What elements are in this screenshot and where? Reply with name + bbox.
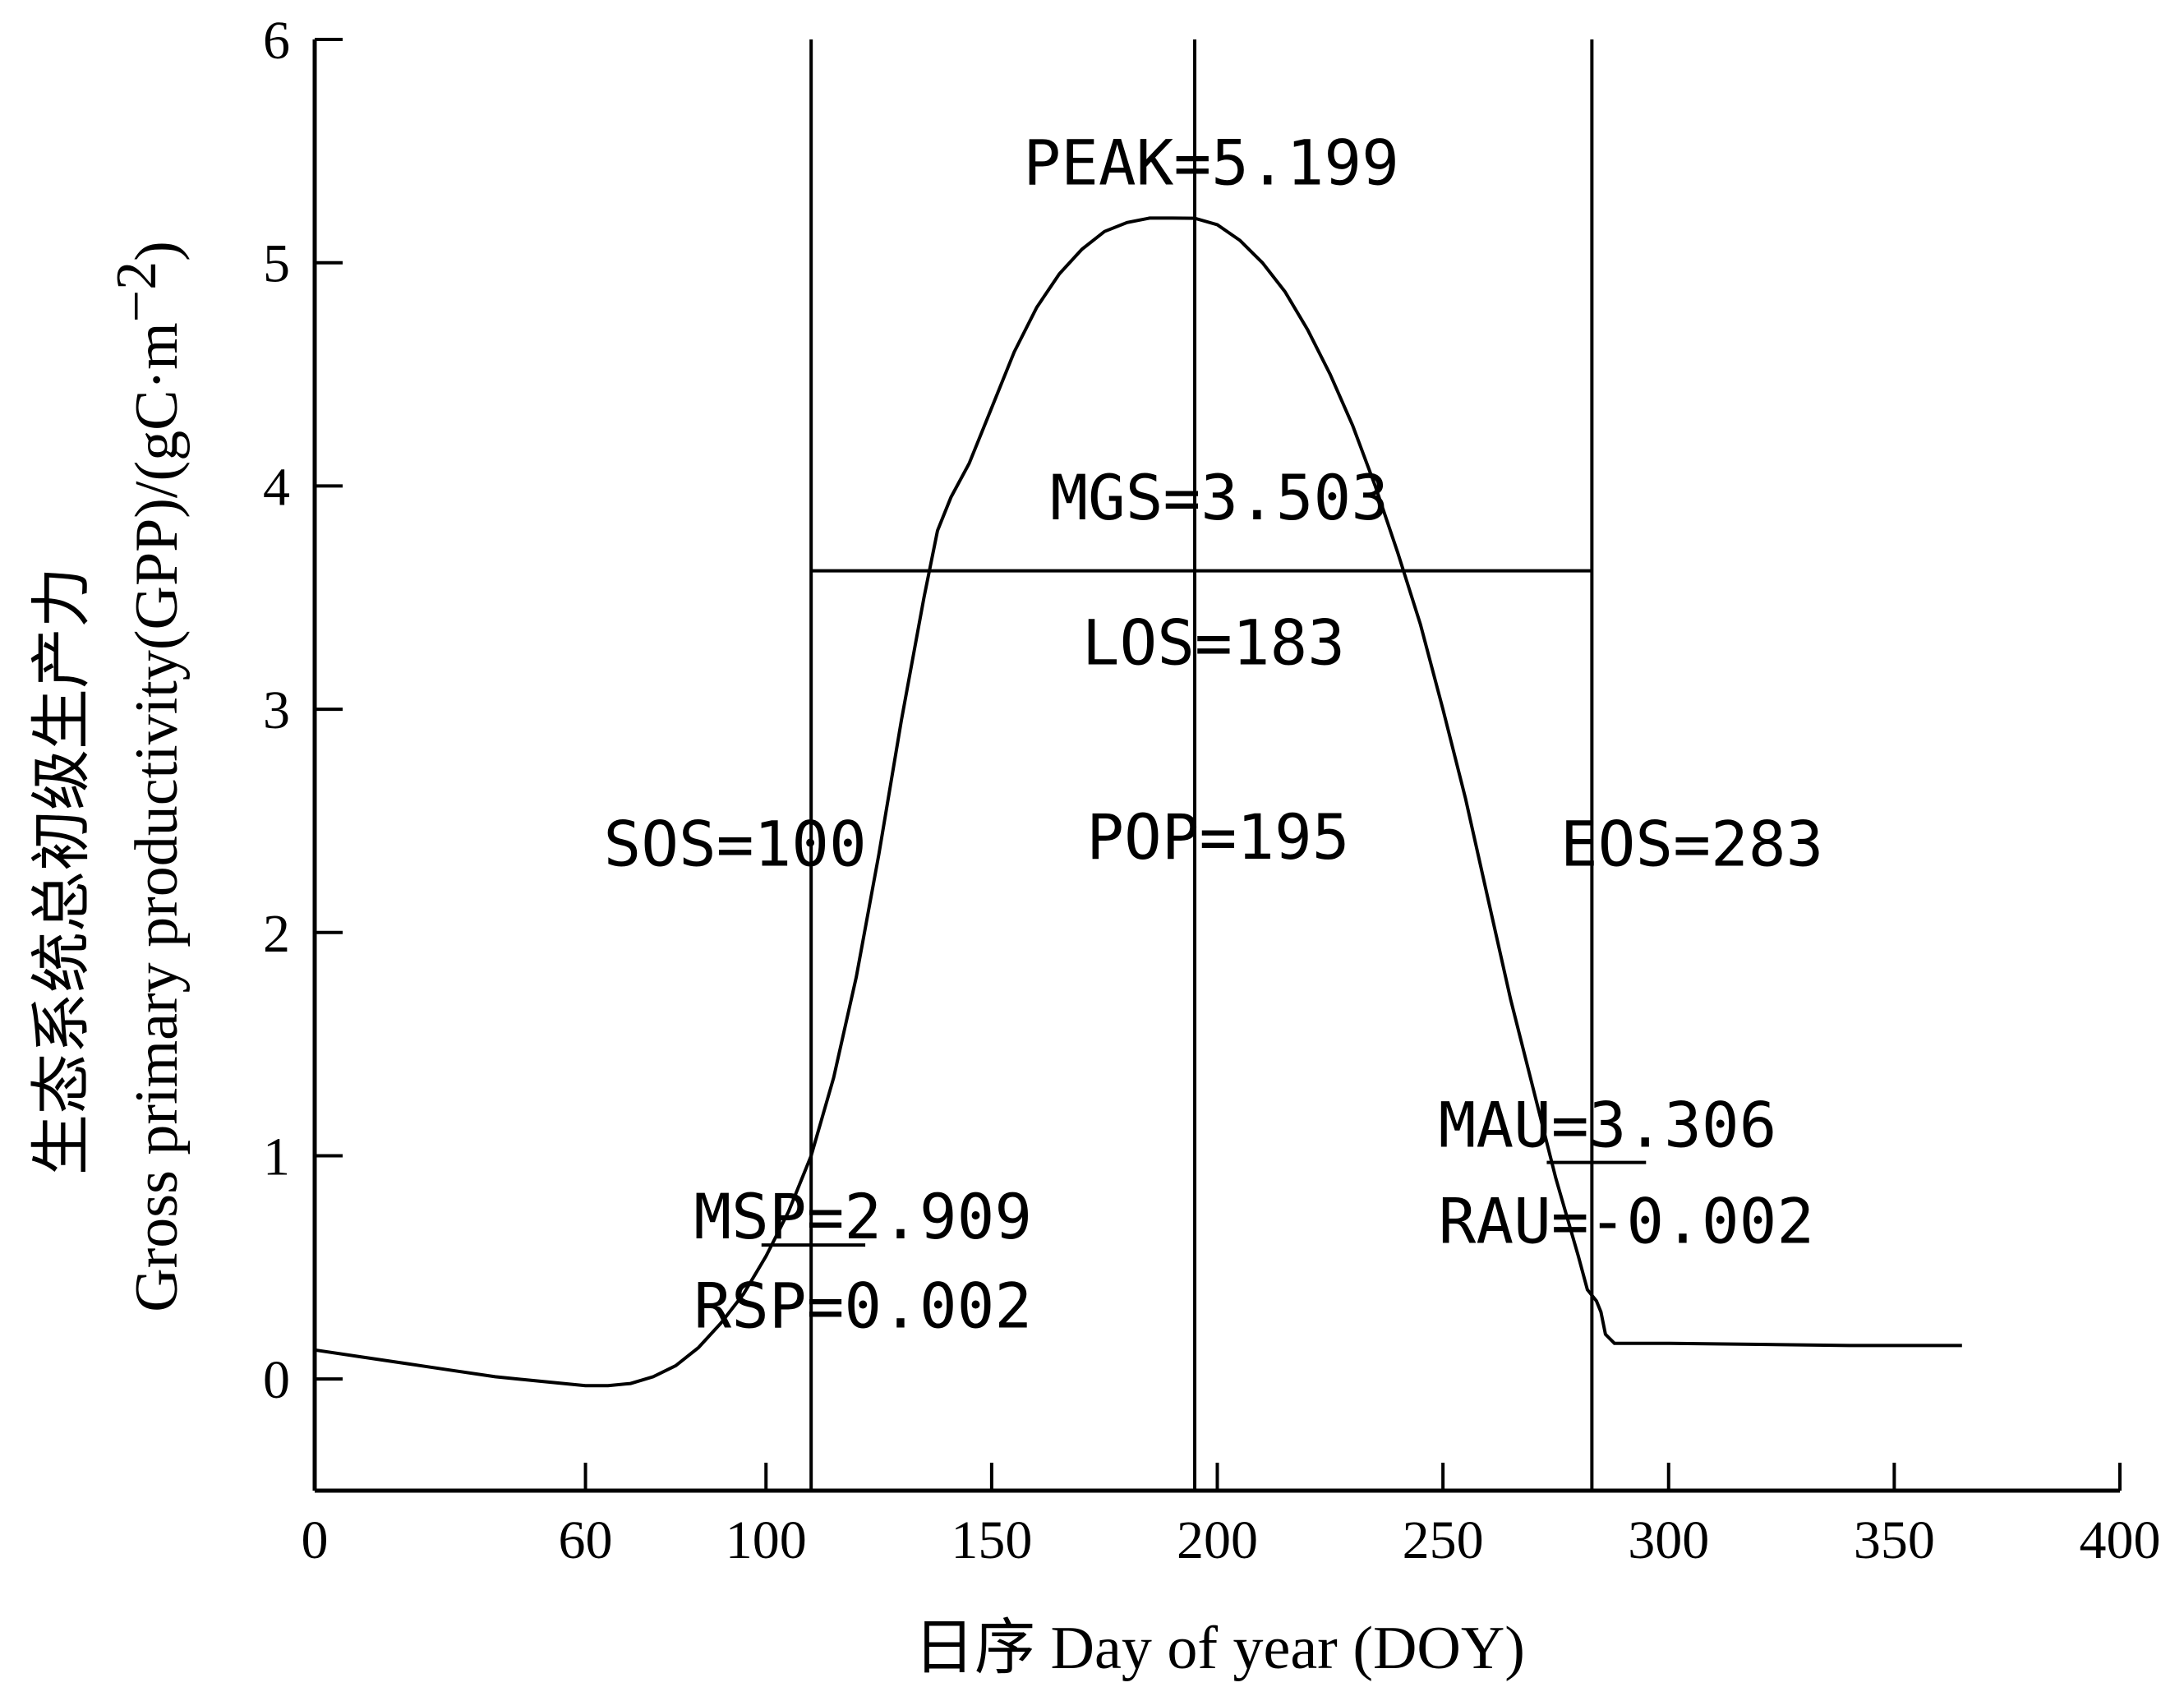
x-axis-title: 日序 Day of year (DOY) xyxy=(914,1615,1525,1682)
annotation-label: EOS=283 xyxy=(1560,807,1823,880)
x-tick-label: 350 xyxy=(1854,1510,1935,1570)
x-tick-label: 100 xyxy=(726,1510,807,1570)
annotations: PEAK=5.199 MGS=3.503 LOS=183 SOS=100 POP=195… xyxy=(604,127,1824,1343)
y-tick-label: 1 xyxy=(263,1127,290,1187)
y-axis-title-text: Gross primary productivity(GPP)/(gC·m xyxy=(123,322,191,1311)
x-tick-label: 250 xyxy=(1403,1510,1484,1570)
x-tick-label: 150 xyxy=(951,1510,1032,1570)
y-axis-ticks: 0 1 2 3 4 5 6 xyxy=(263,11,343,1410)
annotation-label: PEAK=5.199 xyxy=(1023,127,1399,200)
gpp-series-line xyxy=(314,216,1962,1388)
annotation-label: POP=195 xyxy=(1086,800,1349,874)
y-axis-title-close: ) xyxy=(123,241,191,261)
x-axis-ticks: 0 60 100 150 200 250 300 350 400 xyxy=(302,1463,2161,1570)
y-tick-label: 5 xyxy=(263,234,290,294)
annotation-label: SOS=100 xyxy=(604,807,867,880)
annotation-label: RAU=-0.002 xyxy=(1439,1184,1815,1257)
x-tick-label: 200 xyxy=(1177,1510,1258,1570)
y-axis-title-chinese: 生态系统总初级生产力 xyxy=(26,567,97,1175)
x-tick-label: 60 xyxy=(559,1510,613,1570)
x-tick-label: 400 xyxy=(2080,1510,2161,1570)
x-tick-label: 300 xyxy=(1628,1510,1709,1570)
y-axis-title-english: Gross primary productivity(GPP)/(gC·m−2) xyxy=(105,241,191,1312)
annotation-label: RSP=0.002 xyxy=(693,1270,1032,1343)
annotation-label: MSP=2.909 xyxy=(693,1180,1032,1253)
reference-lines xyxy=(761,39,1647,1491)
annotation-label: MGS=3.503 xyxy=(1050,461,1389,534)
y-tick-label: 6 xyxy=(263,11,290,71)
annotation-label: LOS=183 xyxy=(1082,606,1345,680)
y-tick-label: 4 xyxy=(263,457,290,517)
y-tick-label: 2 xyxy=(263,904,290,964)
y-axis-title-superscript: −2 xyxy=(105,261,168,322)
annotation-label: MAU=3.306 xyxy=(1439,1089,1777,1162)
x-tick-label: 0 xyxy=(302,1510,329,1570)
y-tick-label: 3 xyxy=(263,680,290,740)
y-tick-label: 0 xyxy=(263,1350,290,1410)
